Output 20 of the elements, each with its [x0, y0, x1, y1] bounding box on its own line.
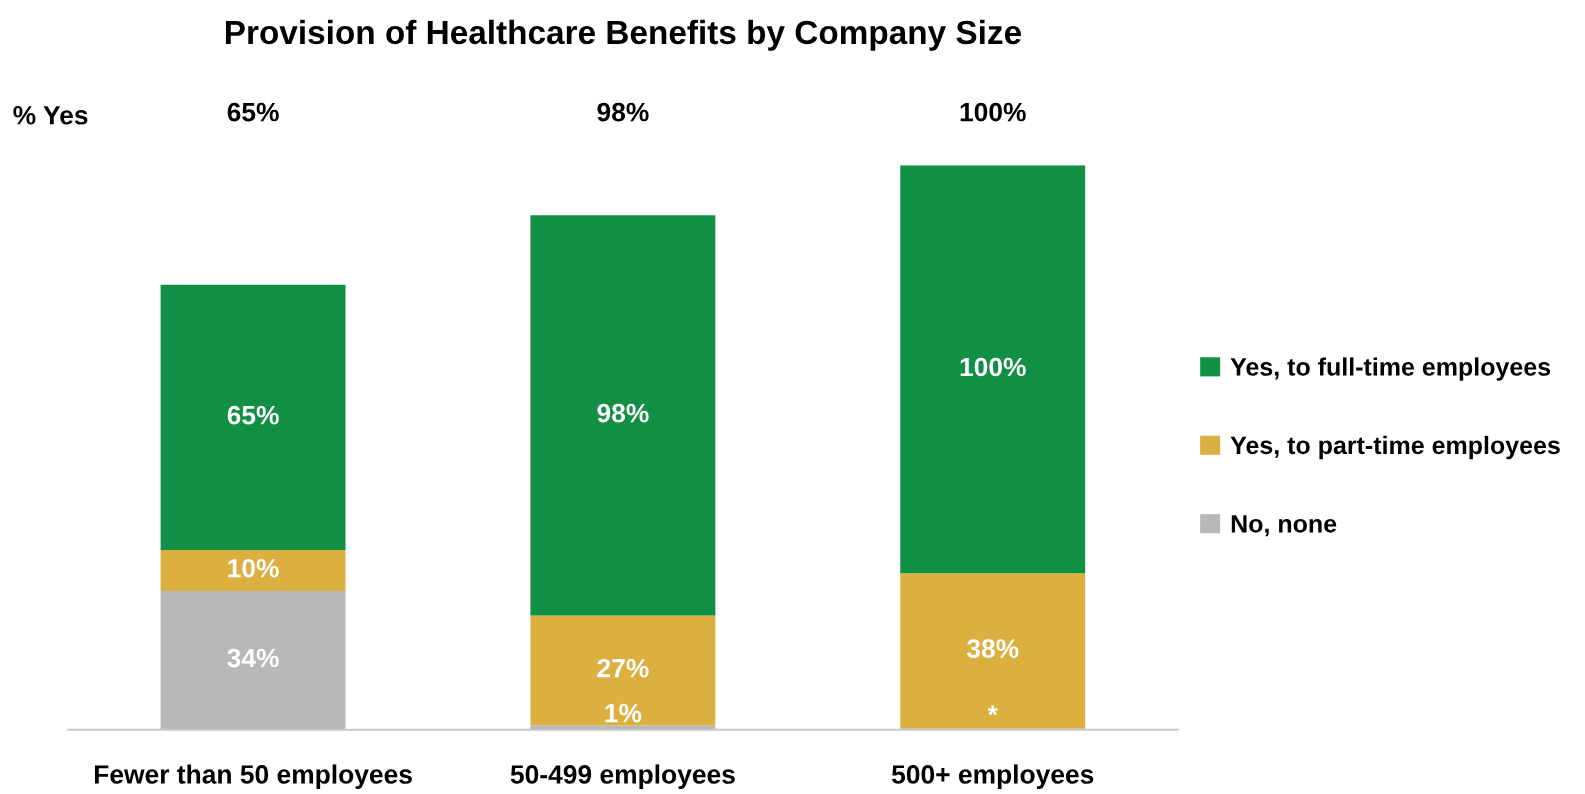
text: % Yes	[13, 105, 88, 125]
data-label: 10%	[228, 558, 279, 578]
legend-label: Yes, to part-time employees	[1230, 435, 1560, 460]
x-tick-label: 50-499 employees	[510, 764, 735, 790]
data-label: 65%	[227, 405, 279, 425]
data-label: 27%	[597, 658, 649, 678]
chart-title: Provision of Healthcare Benefits by Company Size	[225, 19, 1021, 51]
x-tick-label: Fewer than 50 employees	[94, 764, 412, 790]
text: 100%	[960, 102, 1026, 122]
data-label: 100%	[960, 357, 1026, 377]
legend-label: Yes, to full-time employees	[1230, 357, 1551, 381]
data-label: 1%	[605, 703, 642, 723]
text: 98%	[597, 102, 649, 122]
data-label: 38%	[966, 639, 1019, 659]
data-label: 34%	[227, 648, 279, 668]
data-label: *	[987, 705, 998, 716]
legend-label: No, none	[1231, 515, 1337, 537]
x-tick-label: 500+ employees	[891, 764, 1094, 790]
text: 65%	[227, 102, 279, 122]
data-label: 98%	[597, 403, 649, 423]
